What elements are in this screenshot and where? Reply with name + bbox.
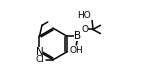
Text: Cl: Cl (35, 55, 44, 64)
Text: HO: HO (78, 11, 91, 20)
Text: OH: OH (69, 46, 83, 55)
Text: N: N (36, 47, 43, 57)
Text: B: B (74, 31, 81, 41)
Text: O: O (81, 25, 88, 34)
